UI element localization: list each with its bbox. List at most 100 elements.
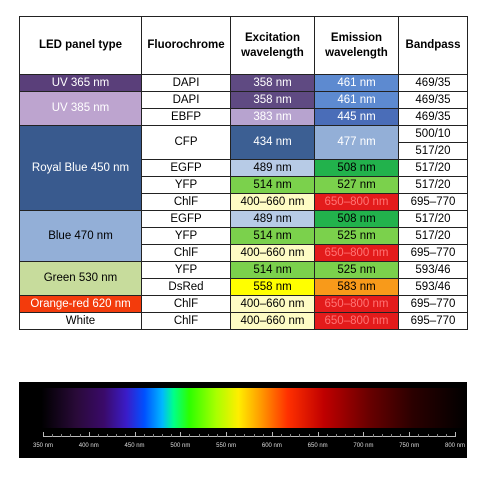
spectrum-minor-tick (299, 434, 301, 437)
bandpass-cell: 593/46 (398, 261, 468, 279)
fluorochrome-cell: EBFP (141, 108, 231, 126)
spectrum-tick-label: 500 nm (170, 443, 191, 449)
header-emission-wavelength: Emission wavelength (314, 16, 399, 75)
panel-cell-white: White (19, 312, 142, 330)
panel-cell-uv365: UV 365 nm (19, 74, 142, 92)
spectrum-minor-tick (162, 434, 164, 437)
table-row: Blue 470 nm EGFP 489 nm 508 nm 517/20 (19, 210, 468, 262)
spectrum-tick-label: 600 nm (261, 443, 282, 449)
table-row: Orange-red 620 nm ChlF 400–660 nm 650–80… (19, 295, 468, 313)
bandpass-cell: 695–770 (398, 193, 468, 211)
fluorochrome-cell: DsRed (141, 278, 231, 296)
fluorochrome-cell: ChlF (141, 295, 231, 313)
fluorochrome-cell: ChlF (141, 244, 231, 262)
spectrum-tick-label: 400 nm (78, 443, 99, 449)
spectrum-tick-mark (271, 432, 273, 437)
spectrum-tick-mark (317, 432, 319, 437)
bandpass-cell: 469/35 (398, 74, 468, 92)
excitation-cell: 489 nm (230, 210, 315, 228)
excitation-cell: 558 nm (230, 278, 315, 296)
spectrum-gradient (19, 388, 467, 428)
spectrum-tick-mark (409, 432, 411, 437)
bandpass-cell: 517/20 (398, 176, 468, 194)
spectrum-minor-tick (445, 434, 447, 437)
spectrum-minor-tick (290, 434, 292, 437)
spectrum-tick-mark (455, 432, 456, 437)
excitation-cell: 489 nm (230, 159, 315, 177)
header-excitation-wavelength: Excitation wavelength (230, 16, 315, 75)
spectrum-minor-tick (262, 434, 264, 437)
panel-cell-uv385: UV 385 nm (19, 91, 142, 126)
bandpass-cell: 500/10 (398, 125, 468, 143)
bandpass-cell: 695–770 (398, 244, 468, 262)
spectrum-tick-label: 800 nm (444, 443, 466, 449)
bandpass-cell: 517/20 (398, 142, 468, 160)
panel-cell-orange-red: Orange-red 620 nm (19, 295, 142, 313)
spectrum-minor-tick (207, 434, 209, 437)
table-row: UV 365 nm DAPI 358 nm 461 nm 469/35 (19, 74, 468, 92)
spectrum-tick-mark (43, 432, 44, 437)
bandpass-cell: 517/20 (398, 227, 468, 245)
spectrum-minor-tick (171, 434, 173, 437)
table-row: ChlF 400–660 nm 650–800 nm 695–770 (20, 244, 468, 262)
spectrum-minor-tick (354, 434, 356, 437)
spectrum-tick-label: 650 nm (307, 443, 328, 449)
fluorochrome-cell: CFP (141, 125, 231, 160)
spectrum-minor-tick (198, 434, 200, 437)
spectrum-tick-mark (180, 432, 182, 437)
spectrum-minor-tick (70, 434, 72, 437)
emission-cell: 650–800 nm (314, 312, 399, 330)
excitation-cell: 400–660 nm (230, 193, 315, 211)
header-led-panel-type: LED panel type (19, 16, 142, 75)
panel-cell-green530: Green 530 nm (19, 261, 142, 296)
spectrum-minor-tick (79, 434, 81, 437)
fluorochrome-cell: YFP (141, 227, 231, 245)
spectrum-minor-tick (235, 434, 237, 437)
spectrum-minor-tick (244, 434, 246, 437)
header-fluorochrome: Fluorochrome (141, 16, 231, 75)
spectrum-minor-tick (345, 434, 347, 437)
spectrum-minor-tick (400, 434, 402, 437)
fluorochrome-cell: ChlF (141, 193, 231, 211)
spectrum-minor-tick (308, 434, 310, 437)
emission-cell: 477 nm (314, 125, 399, 160)
panel-cell-royal-blue: Royal Blue 450 nm (19, 125, 142, 211)
spectrum-tick-label: 450 nm (124, 443, 145, 449)
table-row: YFP 514 nm 525 nm 517/20 (20, 227, 468, 245)
spectrum-minor-tick (253, 434, 255, 437)
spectrum-minor-tick (52, 434, 54, 437)
bandpass-cell: 469/35 (398, 108, 468, 126)
excitation-cell: 383 nm (230, 108, 315, 126)
emission-cell: 527 nm (314, 176, 399, 194)
spectrum-minor-tick (390, 434, 392, 437)
table-row: UV 385 nm DAPI 358 nm 461 nm 469/35 (19, 91, 468, 126)
spectrum-minor-tick (143, 434, 145, 437)
excitation-cell: 400–660 nm (230, 312, 315, 330)
table-row: Royal Blue 450 nm CFP 434 nm 477 nm 500/… (19, 125, 468, 211)
fluorochrome-cell: EGFP (141, 159, 231, 177)
spectrum-minor-tick (116, 434, 118, 437)
spectrum-minor-tick (97, 434, 99, 437)
emission-cell: 650–800 nm (314, 193, 399, 211)
spectrum-minor-tick (372, 434, 374, 437)
spectrum-minor-tick (335, 434, 337, 437)
excitation-cell: 514 nm (230, 176, 315, 194)
emission-cell: 525 nm (314, 261, 399, 279)
spectrum-axis (43, 436, 455, 437)
spectrum-minor-tick (281, 434, 283, 437)
excitation-cell: 358 nm (230, 74, 315, 92)
bandpass-cell: 517/20 (398, 159, 468, 177)
excitation-cell: 358 nm (230, 91, 315, 109)
excitation-cell: 400–660 nm (230, 295, 315, 313)
emission-cell: 508 nm (314, 159, 399, 177)
header-row: LED panel type Fluorochrome Excitation w… (19, 16, 468, 75)
bandpass-cell: 695–770 (398, 312, 468, 330)
emission-cell: 525 nm (314, 227, 399, 245)
header-bandpass: Bandpass (398, 16, 468, 75)
spectrum-tick-mark (88, 432, 90, 437)
spectrum-tick-label: 350 nm (32, 443, 54, 449)
bandpass-cell: 593/46 (398, 278, 468, 296)
table-row: Green 530 nm YFP 514 nm 525 nm 593/46 (19, 261, 468, 296)
bandpass-cell: 695–770 (398, 295, 468, 313)
spectrum-minor-tick (107, 434, 109, 437)
